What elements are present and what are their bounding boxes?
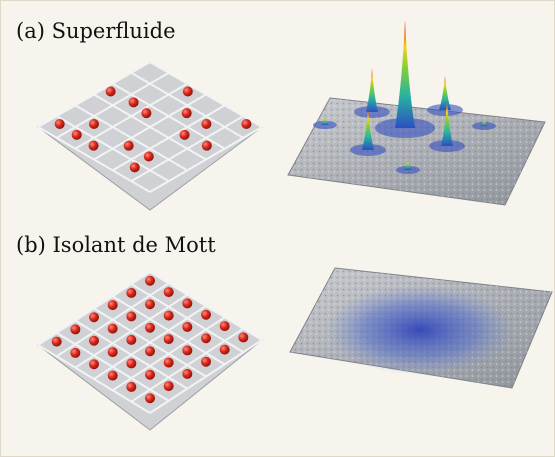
atom (182, 321, 193, 332)
atom (163, 334, 174, 345)
atom (88, 119, 99, 129)
atom (201, 140, 212, 151)
peak (480, 120, 488, 126)
atom (89, 359, 99, 370)
panel-label: (a) Superfluide (16, 19, 176, 43)
peak (441, 100, 453, 146)
atom (105, 86, 116, 97)
atom (107, 300, 118, 311)
atom (163, 310, 174, 321)
atom (51, 336, 62, 347)
atom (163, 287, 174, 298)
atom (107, 323, 118, 334)
atom (54, 119, 65, 129)
illustrations (37, 20, 553, 431)
atom (70, 324, 81, 335)
atom (145, 346, 155, 357)
atom (88, 140, 99, 151)
atom (89, 335, 99, 346)
atom (145, 393, 155, 404)
atom (182, 86, 193, 97)
atom (201, 356, 211, 367)
atom (182, 298, 193, 309)
atom (163, 381, 174, 392)
atom (141, 108, 152, 119)
lattice-ridge (37, 126, 151, 193)
atom (129, 162, 140, 173)
atom (182, 368, 193, 379)
atom (238, 332, 249, 343)
atom (182, 345, 193, 356)
atom (126, 334, 137, 345)
atom (123, 140, 134, 151)
atom (145, 299, 155, 310)
lattice-ridge (149, 339, 263, 414)
atom (219, 321, 230, 332)
atom (71, 129, 82, 140)
atom (126, 287, 137, 298)
atom (201, 333, 211, 344)
peak (366, 68, 378, 112)
atom (126, 311, 137, 322)
lattice-ridge (37, 344, 151, 414)
atom (126, 358, 137, 369)
peak (321, 117, 329, 125)
density-cloud (325, 285, 515, 375)
atom (128, 97, 139, 108)
lattice-ridge (149, 126, 263, 193)
atom (145, 322, 155, 333)
lattice-ridge (56, 115, 170, 183)
peak (362, 108, 374, 150)
lattice-ridge (56, 331, 170, 402)
atom (179, 129, 190, 140)
atom (181, 108, 192, 119)
atom (107, 347, 118, 358)
atom (107, 370, 118, 381)
atom (145, 369, 155, 380)
panel-label: (b) Isolant de Mott (16, 233, 216, 257)
atom (89, 312, 99, 323)
atom (201, 309, 211, 320)
atom (219, 344, 230, 355)
peak (404, 160, 412, 170)
atom (143, 151, 154, 162)
atom (241, 119, 252, 129)
peak (439, 76, 451, 110)
atom (201, 119, 212, 129)
atom (163, 357, 174, 368)
peak (395, 20, 415, 128)
atom (126, 381, 137, 392)
atom (145, 275, 155, 286)
atom (70, 347, 81, 358)
